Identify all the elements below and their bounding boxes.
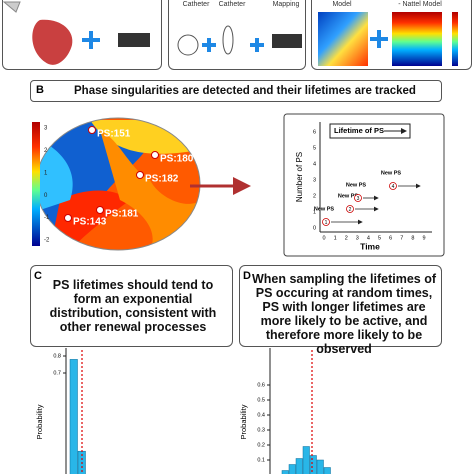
y-tick-label: 3 [313,177,316,183]
x-tick-label: 5 [378,235,381,241]
ps-marker [151,151,159,159]
top-label: Model [332,1,352,8]
ps-event [322,218,330,226]
axis-label: Probability [35,404,44,439]
x-tick-label: 2 [345,235,348,241]
ps-marker [136,171,144,179]
axis-label: Number of PS [295,152,304,202]
y-tick-label: 0.5 [257,397,265,403]
ps-marker [88,126,96,134]
bar [295,458,303,474]
colorbar-tick: 0 [44,193,48,199]
x-tick-label: 6 [389,235,392,241]
new-ps-label: New PS [338,193,359,199]
ps-id: 4 [392,184,395,190]
phase-map [36,118,200,250]
ps-label: PS:180 [160,154,194,165]
new-ps-label: New PS [346,182,367,188]
ps-event [346,205,354,213]
y-tick-label: 0.2 [257,442,265,448]
colorbar-tick: 2 [44,148,48,154]
colorbar-tick: -2 [44,238,50,244]
y-tick-label: 1 [313,209,316,215]
ps-label: PS:143 [73,217,107,228]
colorbar-tick: 1 [44,170,48,176]
x-tick-label: 0 [322,235,325,241]
y-tick-label: 0.8 [53,353,61,359]
panel-c [30,265,233,347]
x-tick-label: 3 [356,235,359,241]
panel-letter: C [34,270,42,282]
ps-label: PS:151 [97,129,131,140]
panel-letter: D [243,270,251,282]
top-icons [2,1,458,66]
ps-label: PS:182 [145,174,179,185]
ps-event [389,182,397,190]
x-tick-label: 9 [422,235,425,241]
top-label: Catheter [183,1,211,8]
y-tick-label: 0.1 [257,457,265,463]
new-ps-label: New PS [381,170,402,176]
bar [302,446,310,474]
bar [309,455,317,474]
bar [288,464,296,474]
ps-id: 2 [349,207,352,213]
panel-d [239,265,442,347]
y-tick-label: 0 [313,225,316,231]
ps-event [354,194,362,202]
x-tick-label: 8 [411,235,414,241]
top-label: Catheter [219,1,247,8]
legend-label: Lifetime of PS [334,126,384,135]
colorbar [32,122,40,246]
y-tick-label: 5 [313,145,316,151]
y-tick-label: 0.6 [257,382,265,388]
y-tick-label: 4 [313,161,316,167]
bar [323,467,331,474]
top-label: - Nattel Model [398,1,442,8]
y-tick-label: 6 [313,129,316,135]
bar [69,359,78,474]
ps-label: PS:181 [105,209,139,220]
x-tick-label: 1 [334,235,337,241]
panel-text: When sampling the lifetimes of PS occuri… [251,272,437,356]
axis-label: Probability [239,404,248,439]
bar [316,459,324,474]
y-tick-label: 0.3 [257,427,265,433]
bar [281,470,289,474]
y-tick-label: 0.7 [53,370,61,376]
y-tick-label: 0.4 [257,412,265,418]
panel-title: Phase singularities are detected and the… [74,85,416,97]
ps-id: 3 [357,196,360,202]
colorbar-tick: 3 [44,126,48,132]
ps-id: 1 [325,220,328,226]
ps-marker [64,214,72,222]
panel-b-header [30,80,442,102]
panel-letter: B [36,84,44,96]
colorbar-tick: -1 [44,215,50,221]
axis-label: Time [360,241,380,251]
top-label: Mapping [273,1,300,8]
ps-marker [96,206,104,214]
panel-text: PS lifetimes should tend to form an expo… [49,278,217,334]
legend-box [329,123,411,139]
new-ps-label: New PS [314,206,335,212]
x-tick-label: 4 [367,235,370,241]
x-tick-label: 7 [400,235,403,241]
y-tick-label: 2 [313,193,316,199]
